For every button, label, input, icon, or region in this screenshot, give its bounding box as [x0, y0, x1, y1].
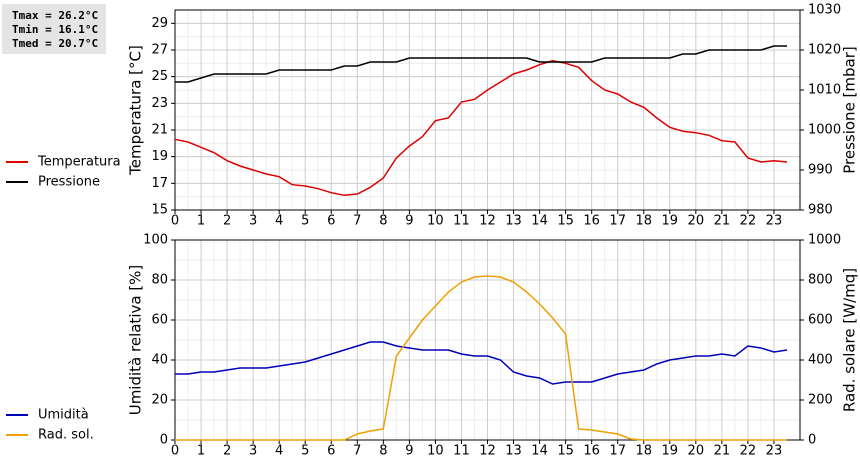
x-tick-label: 22: [740, 444, 757, 459]
y2-tick-label: 1000: [808, 123, 841, 138]
x-tick-label: 21: [714, 214, 731, 229]
stats-box: [2, 4, 106, 54]
plot-border: [174, 239, 801, 441]
x-tick-label: 8: [379, 444, 387, 459]
x-tick-label: 23: [766, 214, 783, 229]
x-tick-label: 1: [197, 444, 205, 459]
x-tick-label: 6: [327, 444, 335, 459]
y-tick-label: 21: [151, 123, 168, 138]
y-tick-label: 0: [160, 433, 168, 448]
x-tick-label: 17: [609, 444, 626, 459]
x-tick-label: 7: [353, 214, 361, 229]
x-tick-label: 1: [197, 214, 205, 229]
x-tick-label: 19: [662, 444, 679, 459]
x-tick-label: 4: [275, 214, 283, 229]
x-tick-label: 9: [405, 214, 413, 229]
y-tick-label: 25: [151, 69, 168, 84]
x-tick-label: 22: [740, 214, 757, 229]
y2-tick-label: 1000: [808, 233, 841, 248]
x-tick-label: 11: [453, 444, 470, 459]
y2-tick-label: 800: [808, 273, 833, 288]
series-line: [174, 59, 788, 197]
x-tick-label: 12: [479, 214, 496, 229]
x-tick-label: 15: [557, 214, 574, 229]
x-tick-label: 20: [688, 214, 705, 229]
y-tick-label: 19: [151, 149, 168, 164]
x-tick-label: 17: [609, 214, 626, 229]
x-tick-label: 18: [635, 444, 652, 459]
legend-label: Umidità: [38, 408, 89, 423]
x-tick-label: 2: [223, 214, 231, 229]
x-tick-label: 4: [275, 444, 283, 459]
y2-tick-label: 400: [808, 353, 833, 368]
y2-tick-label: 980: [808, 203, 833, 218]
stat: Tmax = 26.2°C: [12, 9, 98, 22]
x-tick-label: 18: [635, 214, 652, 229]
x-tick-label: 10: [427, 444, 444, 459]
y-tick-label: 29: [151, 16, 168, 31]
y2-tick-label: 1030: [808, 3, 841, 18]
legend-label: Pressione: [38, 175, 100, 190]
y-tick-label: 60: [151, 313, 168, 328]
x-tick-label: 14: [531, 444, 548, 459]
x-tick-label: 0: [171, 214, 179, 229]
y2-axis-label: Rad. solare [W/mq]: [841, 268, 859, 412]
x-tick-label: 10: [427, 214, 444, 229]
y-tick-label: 80: [151, 273, 168, 288]
y2-tick-label: 990: [808, 163, 833, 178]
x-tick-label: 11: [453, 214, 470, 229]
x-tick-label: 12: [479, 444, 496, 459]
y2-tick-label: 0: [808, 433, 816, 448]
stat: Tmed = 20.7°C: [12, 37, 98, 50]
plot-border: [174, 9, 801, 211]
x-tick-label: 5: [301, 444, 309, 459]
y2-tick-label: 1010: [808, 83, 841, 98]
y-axis-label: Temperatura [°C]: [127, 45, 145, 176]
series-line: [175, 275, 787, 441]
x-tick-label: 15: [557, 444, 574, 459]
y2-tick-label: 200: [808, 393, 833, 408]
y-tick-label: 40: [151, 353, 168, 368]
x-tick-label: 2: [223, 444, 231, 459]
x-tick-label: 14: [531, 214, 548, 229]
x-tick-label: 0: [171, 444, 179, 459]
stat: Tmin = 16.1°C: [12, 23, 98, 36]
x-tick-label: 23: [766, 444, 783, 459]
x-tick-label: 3: [249, 214, 257, 229]
y-tick-label: 100: [143, 233, 168, 248]
x-tick-label: 16: [583, 444, 600, 459]
series-line: [175, 341, 788, 385]
x-tick-label: 19: [662, 214, 679, 229]
legend-label: Rad. sol.: [38, 428, 94, 443]
y2-tick-label: 600: [808, 313, 833, 328]
x-tick-label: 3: [249, 444, 257, 459]
y-tick-label: 15: [151, 203, 168, 218]
y-tick-label: 20: [151, 393, 168, 408]
x-tick-label: 7: [353, 444, 361, 459]
x-tick-label: 8: [379, 214, 387, 229]
x-tick-label: 20: [688, 444, 705, 459]
y-tick-label: 17: [151, 176, 168, 191]
y-tick-label: 23: [151, 96, 168, 111]
y2-tick-label: 1020: [808, 43, 841, 58]
x-tick-label: 13: [505, 214, 522, 229]
x-tick-label: 16: [583, 214, 600, 229]
x-tick-label: 9: [405, 444, 413, 459]
y2-axis-label: Pressione [mbar]: [841, 46, 859, 174]
legend-label: Temperatura: [37, 155, 121, 170]
series-line: [175, 45, 787, 83]
x-tick-label: 6: [327, 214, 335, 229]
x-tick-label: 13: [505, 444, 522, 459]
x-tick-label: 5: [301, 214, 309, 229]
y-axis-label: Umidità relativa [%]: [127, 265, 145, 416]
y-tick-label: 27: [151, 43, 168, 58]
x-tick-label: 21: [714, 444, 731, 459]
